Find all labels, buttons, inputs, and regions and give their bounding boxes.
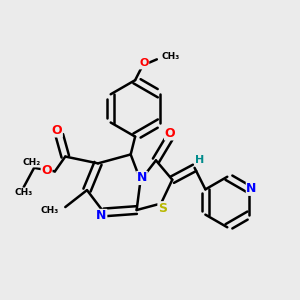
Text: O: O: [165, 127, 175, 140]
Text: S: S: [158, 202, 167, 215]
Text: H: H: [195, 154, 205, 164]
Text: CH₃: CH₃: [40, 206, 59, 215]
Text: O: O: [52, 124, 62, 137]
Text: O: O: [140, 58, 149, 68]
Text: N: N: [96, 209, 107, 223]
Text: N: N: [246, 182, 257, 195]
Text: CH₃: CH₃: [15, 188, 33, 197]
Text: N: N: [137, 171, 147, 184]
Text: CH₂: CH₂: [22, 158, 41, 167]
Text: CH₃: CH₃: [161, 52, 179, 62]
Text: O: O: [41, 164, 52, 177]
Text: O: O: [139, 59, 148, 69]
